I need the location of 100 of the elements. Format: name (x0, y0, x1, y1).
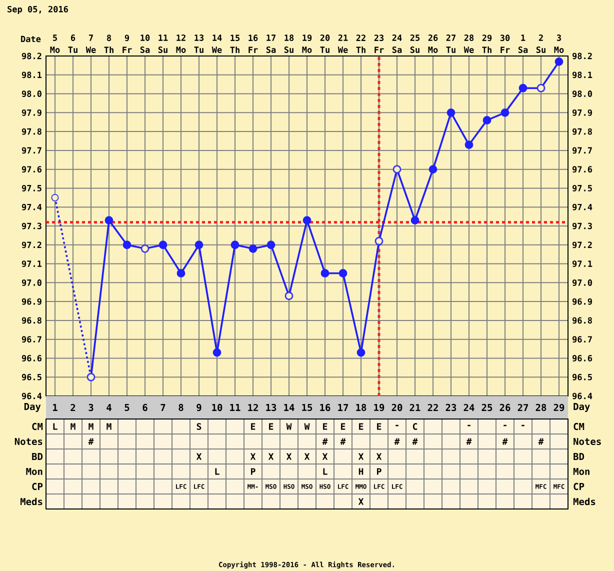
point (356, 348, 366, 357)
text: X (358, 498, 364, 505)
x-tick-label: 27 (518, 404, 528, 412)
x-tick-label: 11 Su (158, 34, 168, 53)
x-tick-label: 9 (196, 404, 202, 412)
x-tick-label: 3 Mo (554, 34, 564, 53)
y-tick-label: BD (32, 453, 43, 460)
y2-tick-label: 97.8 (572, 128, 592, 135)
y2-tick-label: 96.9 (572, 298, 592, 305)
text: S (196, 423, 202, 430)
text: # (466, 438, 472, 445)
y2-tick-label: 98.2 (572, 52, 592, 60)
x-tick-label: 23 Fr (374, 34, 384, 53)
point (302, 216, 312, 225)
y-tick-label: 98.1 (22, 72, 42, 78)
x-tick-label: 12 (248, 404, 258, 412)
y2-tick-label: 98.0 (572, 90, 592, 97)
text: X (376, 453, 382, 460)
text: Day (574, 403, 590, 412)
text: P (377, 468, 382, 475)
x-tick-label: 26 Mo (428, 34, 438, 53)
y2-tick-label: 97.4 (572, 204, 592, 210)
text: E (251, 423, 256, 430)
text: X (304, 453, 310, 460)
x-tick-label: 24 (464, 404, 474, 412)
x-axis-title: Day (24, 403, 41, 412)
text: E (269, 423, 274, 430)
text: # (322, 438, 328, 445)
text: P (251, 468, 256, 475)
x-tick-label: 15 (302, 404, 312, 412)
text: M (88, 423, 94, 430)
x-tick-label: 25 (482, 404, 492, 412)
y-tick-label: 97.5 (22, 185, 42, 192)
y2-tick-label: 97.9 (572, 109, 592, 116)
y-tick-label: 96.5 (22, 374, 42, 380)
y2-tick-label: 97.2 (572, 242, 592, 248)
y2-tick-label: 96.7 (572, 336, 592, 343)
x-tick-label: 2 (70, 404, 76, 412)
x-tick-label: 13 (266, 404, 276, 412)
x-tick-label: 16 Fr (248, 34, 258, 53)
y2-tick-label: 96.5 (572, 374, 592, 380)
y-tick-label: 96.7 (22, 336, 42, 343)
x-tick-label: 4 (106, 404, 112, 411)
x-tick-label: 2 Su (536, 34, 546, 53)
text: W (304, 423, 310, 430)
text: # (502, 438, 508, 445)
y-tick-label: 97.3 (22, 222, 42, 230)
y2-tick-label: 98.1 (572, 72, 592, 78)
x-tick-label: 28 We (464, 34, 474, 53)
text: X (322, 453, 328, 460)
y-tick-label: 97.6 (22, 166, 42, 173)
y-tick-label: Meds (20, 498, 42, 506)
text: L (323, 468, 328, 475)
text: # (340, 438, 346, 445)
point (338, 269, 348, 278)
y-tick-label: 96.4 (22, 392, 42, 400)
text: W (286, 423, 292, 430)
point (320, 269, 330, 278)
x-tick-label: 13 Tu (194, 34, 204, 53)
y2-tick-label: Notes (574, 438, 601, 446)
x-tick-label: 12 Mo (176, 34, 186, 53)
y2-tick-label: 97.5 (572, 185, 592, 192)
point (212, 348, 222, 357)
x-tick-label: 9 Fr (122, 34, 132, 53)
text: X (196, 453, 202, 460)
x-tick-label: 17 (338, 404, 348, 411)
point (248, 244, 258, 253)
point (500, 108, 510, 117)
point (194, 240, 204, 250)
y2-tick-label: 96.6 (572, 354, 592, 362)
text: - (522, 424, 524, 426)
x-axis-title: Date (21, 36, 41, 42)
text: X (268, 453, 274, 460)
y2-tick-label: Meds (573, 498, 596, 506)
x-tick-label: 28 (536, 404, 546, 412)
x-tick-label: 7 (160, 404, 166, 411)
y-tick-label: 97.4 (22, 204, 42, 210)
x-tick-label: 17 Sa (266, 34, 276, 53)
y-tick-label: 97.9 (22, 109, 42, 116)
text: E (323, 423, 328, 430)
x-tick-label: 19 (374, 404, 384, 412)
x-tick-label: 18 (356, 404, 366, 412)
y-tick-label: 97.2 (22, 242, 42, 248)
x-tick-label: 21 (410, 404, 420, 412)
y2-tick-label: 97.0 (572, 279, 592, 286)
y2-tick-label: 96.8 (572, 317, 592, 324)
x-tick-label: 3 (88, 404, 94, 412)
y-tick-label: 97.8 (22, 128, 42, 135)
text: - (504, 424, 506, 426)
point (158, 240, 168, 250)
text: # (394, 438, 400, 445)
text: E (377, 423, 382, 430)
x-tick-label: 19 Mo (302, 34, 312, 53)
x-tick-label: 14 (284, 404, 294, 411)
x-tick-label: 20 (392, 404, 402, 412)
y2-tick-label: CM (574, 422, 584, 430)
point (554, 57, 564, 66)
point (230, 240, 240, 250)
y-tick-label: 97.1 (22, 260, 42, 267)
x-tick-label: 1 (53, 404, 58, 411)
